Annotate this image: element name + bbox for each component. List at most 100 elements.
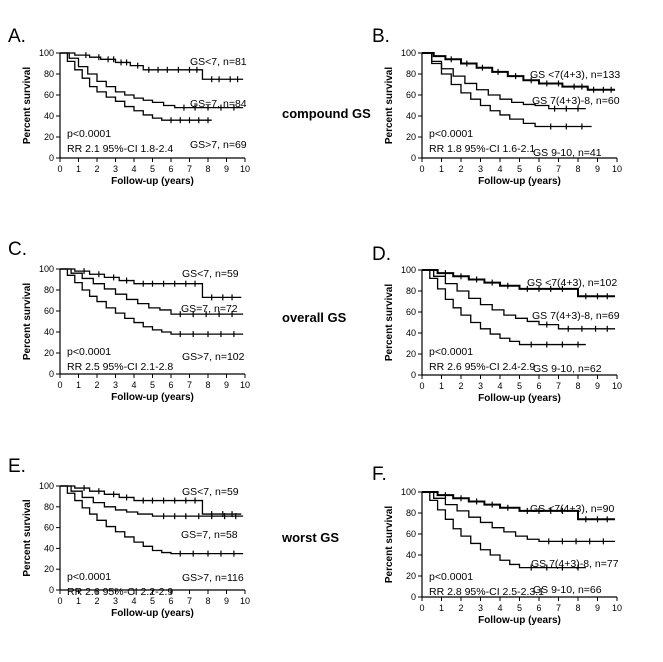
x-tick-label: 2 bbox=[94, 596, 99, 606]
x-tick-label: 9 bbox=[224, 164, 229, 174]
y-tick-label: 0 bbox=[411, 153, 416, 163]
x-tick-label: 0 bbox=[419, 603, 424, 613]
x-tick-label: 1 bbox=[439, 603, 444, 613]
x-tick-label: 4 bbox=[497, 603, 502, 613]
annotation-text: GS 7(4+3)-8, n=69 bbox=[532, 310, 620, 322]
annotation-text: GS=7, n=84 bbox=[190, 98, 247, 110]
x-tick-label: 7 bbox=[187, 164, 192, 174]
annotation-text: GS <7(4+3), n=133 bbox=[530, 69, 620, 81]
x-tick-label: 10 bbox=[612, 381, 622, 391]
x-tick-label: 0 bbox=[419, 164, 424, 174]
x-axis-label: Follow-up (years) bbox=[478, 176, 561, 187]
annotation-text: p<0.0001 bbox=[67, 346, 111, 358]
km-curve bbox=[60, 52, 244, 109]
annotation-text: GS <7(4+3), n=102 bbox=[527, 277, 617, 289]
row-label: worst GS bbox=[281, 530, 339, 545]
x-tick-label: 7 bbox=[556, 164, 561, 174]
annotation-text: GS <7(4+3), n=90 bbox=[530, 503, 615, 515]
y-tick-label: 100 bbox=[39, 48, 54, 58]
km-series bbox=[60, 52, 244, 111]
x-tick-label: 10 bbox=[240, 596, 250, 606]
km-series bbox=[422, 52, 592, 130]
km-series bbox=[422, 491, 586, 571]
x-tick-label: 10 bbox=[240, 380, 250, 390]
y-tick-label: 100 bbox=[39, 481, 54, 491]
x-tick-label: 1 bbox=[76, 380, 81, 390]
x-tick-label: 4 bbox=[131, 380, 136, 390]
x-tick-label: 0 bbox=[419, 381, 424, 391]
km-curve bbox=[60, 268, 244, 335]
annotation-text: GS 9-10, n=62 bbox=[533, 363, 602, 375]
annotation-text: GS>7, n=69 bbox=[190, 139, 247, 151]
x-tick-label: 2 bbox=[94, 164, 99, 174]
x-tick-label: 2 bbox=[94, 380, 99, 390]
y-tick-label: 60 bbox=[406, 90, 416, 100]
km-curve bbox=[422, 491, 616, 542]
y-tick-label: 100 bbox=[401, 48, 416, 58]
y-axis-label: Percent survival bbox=[22, 499, 33, 576]
km-series bbox=[422, 269, 586, 348]
y-tick-label: 80 bbox=[406, 69, 416, 79]
km-curve bbox=[60, 52, 212, 121]
y-tick-label: 20 bbox=[406, 132, 416, 142]
x-axis-label: Follow-up (years) bbox=[478, 615, 561, 626]
x-tick-label: 4 bbox=[497, 164, 502, 174]
x-tick-label: 9 bbox=[595, 381, 600, 391]
x-axis-label: Follow-up (years) bbox=[478, 393, 561, 404]
y-tick-label: 20 bbox=[44, 564, 54, 574]
y-tick-label: 80 bbox=[406, 508, 416, 518]
y-tick-label: 20 bbox=[406, 571, 416, 581]
x-tick-label: 3 bbox=[478, 381, 483, 391]
km-curve bbox=[422, 269, 586, 346]
km-curve bbox=[422, 269, 616, 298]
y-tick-label: 80 bbox=[44, 285, 54, 295]
x-tick-label: 6 bbox=[536, 381, 541, 391]
y-tick-label: 40 bbox=[406, 550, 416, 560]
annotation-text: p<0.0001 bbox=[429, 128, 473, 140]
annotation-text: GS 9-10, n=66 bbox=[533, 584, 602, 596]
y-tick-label: 80 bbox=[44, 502, 54, 512]
y-axis-label: Percent survival bbox=[22, 283, 33, 360]
panel-letter: E. bbox=[8, 456, 26, 477]
x-tick-label: 3 bbox=[478, 164, 483, 174]
x-tick-label: 4 bbox=[497, 381, 502, 391]
y-axis-label: Percent survival bbox=[384, 67, 395, 144]
x-tick-label: 1 bbox=[439, 381, 444, 391]
annotation-text: GS<7, n=81 bbox=[190, 56, 247, 68]
annotation-text: p<0.0001 bbox=[429, 571, 473, 583]
km-curve bbox=[422, 491, 616, 521]
x-tick-label: 5 bbox=[517, 164, 522, 174]
annotation-text: RR 1.8 95%-CI 1.6-2.1 bbox=[429, 143, 535, 155]
y-tick-label: 60 bbox=[406, 529, 416, 539]
x-tick-label: 8 bbox=[575, 164, 580, 174]
annotation-text: GS<7, n=59 bbox=[182, 268, 239, 280]
km-panel-a: A. 0 20 40 60 80 100 0 1 2 3 4 5 6 7 8 9 10 Follow-up (yea… bbox=[8, 26, 250, 187]
x-axis-label: Follow-up (years) bbox=[111, 392, 194, 403]
x-tick-label: 2 bbox=[458, 164, 463, 174]
x-axis-label: Follow-up (years) bbox=[111, 176, 194, 187]
panel-letter: B. bbox=[372, 26, 390, 47]
x-tick-label: 10 bbox=[612, 603, 622, 613]
y-tick-label: 0 bbox=[411, 370, 416, 380]
x-tick-label: 9 bbox=[595, 603, 600, 613]
x-tick-label: 6 bbox=[168, 380, 173, 390]
y-tick-label: 60 bbox=[44, 306, 54, 316]
annotation-text: p<0.0001 bbox=[67, 128, 111, 140]
panel-letter: A. bbox=[8, 26, 26, 47]
annotation-text: p<0.0001 bbox=[429, 346, 473, 358]
y-tick-label: 40 bbox=[406, 111, 416, 121]
km-curve bbox=[422, 269, 616, 330]
x-axis-label: Follow-up (years) bbox=[111, 608, 194, 619]
annotation-text: GS=7, n=72 bbox=[181, 303, 238, 315]
x-tick-label: 1 bbox=[439, 164, 444, 174]
x-tick-label: 0 bbox=[57, 380, 62, 390]
km-panel-e: E. 0 20 40 60 80 100 0 1 2 3 4 5 6 7 8 9 10 Follow-up (yea… bbox=[8, 456, 250, 619]
y-axis-label: Percent survival bbox=[384, 284, 395, 361]
x-tick-label: 6 bbox=[168, 596, 173, 606]
annotation-text: GS 7(4+3)-8, n=60 bbox=[532, 95, 620, 107]
y-tick-label: 60 bbox=[406, 307, 416, 317]
y-tick-label: 40 bbox=[44, 327, 54, 337]
annotation-text: GS<7, n=59 bbox=[182, 486, 239, 498]
y-tick-label: 20 bbox=[44, 132, 54, 142]
panel-letter: D. bbox=[372, 244, 391, 265]
